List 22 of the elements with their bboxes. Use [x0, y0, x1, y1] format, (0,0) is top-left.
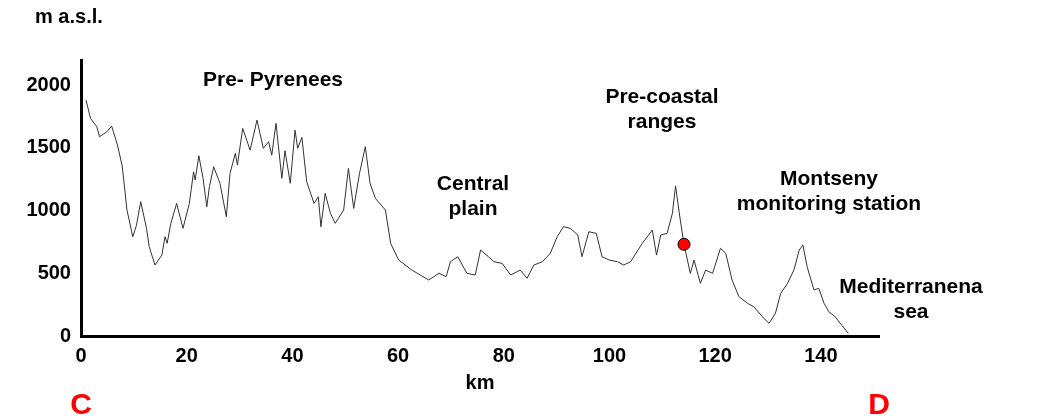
- annotation: Pre- Pyrenees: [202, 66, 344, 92]
- x-tick-label: 60: [386, 343, 410, 366]
- annotation: Central plain: [436, 170, 510, 221]
- annotation: Montseny monitoring station: [736, 165, 922, 216]
- x-tick-label: 80: [492, 343, 515, 366]
- annotation: Pre-coastal ranges: [605, 83, 719, 134]
- x-tick-label: 0: [75, 343, 87, 366]
- x-tick-label: 140: [804, 343, 838, 366]
- y-axis-title: m a.s.l.: [35, 4, 103, 28]
- y-tick-label: 0: [59, 323, 71, 346]
- x-axis-title: km: [465, 370, 495, 394]
- x-tick-label: 100: [592, 343, 627, 366]
- annotation: Mediterranena sea: [839, 273, 983, 324]
- x-tick-label: 20: [175, 343, 198, 366]
- y-tick-label: 2000: [26, 72, 71, 95]
- y-tick-label: 500: [37, 260, 71, 283]
- text: D: [868, 386, 890, 417]
- y-tick-label: 1500: [26, 135, 71, 158]
- x-tick-label: 120: [698, 343, 732, 366]
- text: C: [70, 386, 92, 417]
- x-tick-label: 40: [281, 343, 304, 366]
- y-tick-label: 1000: [26, 198, 71, 221]
